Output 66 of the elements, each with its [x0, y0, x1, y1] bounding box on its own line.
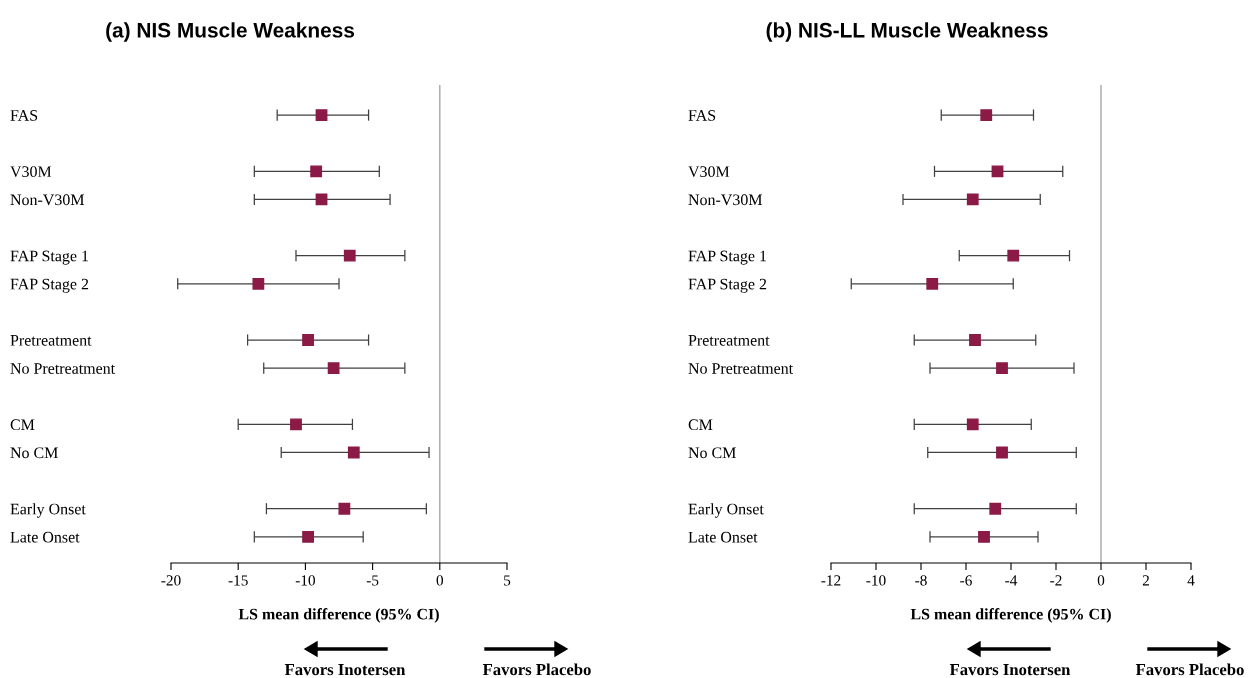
x-tick-label: 0: [1097, 575, 1105, 586]
y-tick-label: FAP Stage 2: [688, 278, 767, 293]
y-tick-label: V30M: [688, 166, 730, 178]
x-tick-label: -15: [228, 575, 248, 586]
x-tick-label: -10: [295, 575, 315, 586]
point: [252, 277, 265, 290]
y-tick-label: CM: [10, 419, 35, 431]
point: [327, 362, 340, 375]
y-tick-label: No Pretreatment: [688, 363, 794, 374]
text: Favors Inotersen: [949, 664, 1071, 676]
point: [991, 165, 1004, 178]
point: [926, 277, 939, 290]
chart-title: (b) NIS-LL Muscle Weakness: [766, 22, 1048, 42]
y-tick-label: Non-V30M: [688, 194, 763, 206]
chart-title: (a) NIS Muscle Weakness: [106, 22, 355, 42]
y-tick-label: CM: [688, 419, 713, 431]
point: [966, 193, 979, 206]
y-tick-label: No CM: [688, 447, 736, 459]
point: [315, 109, 328, 121]
point: [969, 334, 981, 346]
y-tick-label: V30M: [10, 166, 52, 178]
x-axis-title: LS mean difference (95% CI): [238, 608, 439, 623]
y-tick-label: FAP Stage 2: [10, 278, 89, 293]
x-tick-label: -12: [821, 575, 841, 586]
y-tick-label: FAS: [688, 110, 716, 121]
point: [1007, 249, 1020, 262]
text: Favors Inotersen: [284, 664, 406, 676]
point: [302, 334, 314, 346]
y-tick-label: FAP Stage 1: [688, 250, 767, 265]
y-tick-label: Pretreatment: [688, 335, 770, 346]
x-tick-label: -4: [1005, 575, 1018, 586]
x-axis-title: LS mean difference (95% CI): [910, 608, 1111, 623]
x-tick-label: 5: [504, 575, 511, 586]
x-tick-label: -10: [866, 575, 886, 586]
y-tick-label: No CM: [10, 447, 58, 459]
point: [966, 418, 979, 431]
point: [302, 530, 314, 543]
x-tick-label: -6: [960, 575, 972, 586]
x-tick-label: -5: [366, 575, 379, 586]
point: [989, 502, 1002, 515]
point: [343, 249, 356, 262]
point: [996, 446, 1008, 459]
y-tick-label: FAP Stage 1: [10, 250, 89, 265]
point: [310, 165, 323, 178]
point: [980, 109, 993, 121]
point: [978, 530, 990, 543]
y-tick-label: Early Onset: [688, 503, 764, 518]
x-tick-label: -8: [915, 575, 927, 586]
x-tick-label: -20: [161, 575, 181, 586]
text: Favors Placebo: [482, 663, 591, 676]
y-tick-label: Pretreatment: [10, 335, 92, 346]
y-tick-label: No Pretreatment: [10, 363, 116, 374]
point: [996, 362, 1008, 375]
x-tick-label: 4: [1187, 575, 1195, 586]
y-tick-label: Non-V30M: [10, 194, 85, 206]
y-tick-label: Late Onset: [688, 531, 758, 543]
x-tick-label: 0: [436, 575, 444, 586]
point: [290, 418, 302, 431]
y-tick-label: Early Onset: [10, 503, 86, 518]
point: [347, 446, 360, 459]
y-tick-label: Late Onset: [10, 531, 80, 543]
y-tick-label: FAS: [10, 110, 38, 121]
x-tick-label: -2: [1050, 575, 1062, 586]
point: [338, 502, 351, 515]
x-tick-label: 2: [1142, 575, 1149, 586]
text: Favors Placebo: [1135, 663, 1244, 676]
